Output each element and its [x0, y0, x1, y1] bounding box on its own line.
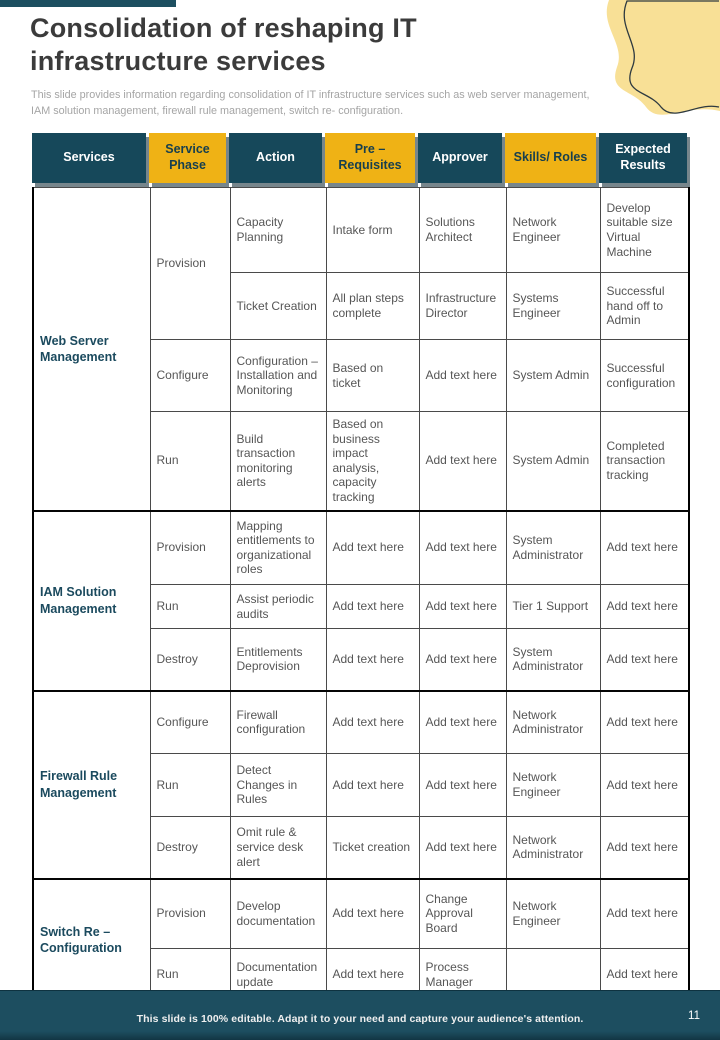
- cell-skills: Tier 1 Support: [505, 584, 601, 629]
- cell-approver: Add text here: [418, 584, 507, 629]
- cell-results: Develop suitable size Virtual Machine: [599, 187, 690, 273]
- cell-skills: Network Engineer: [505, 753, 601, 817]
- cell-phase: Configure: [149, 339, 231, 412]
- cell-approver: Add text here: [418, 339, 507, 412]
- cell-service-name: Switch Re – Configuration: [32, 877, 151, 1001]
- cell-phase: Run: [149, 753, 231, 817]
- cell-prereq: Ticket creation: [325, 816, 420, 879]
- cell-phase: Provision: [149, 187, 231, 340]
- cell-phase: Run: [149, 584, 231, 629]
- cell-action: Capacity Planning: [229, 187, 327, 273]
- table-row: Run Assist periodic audits Add text here…: [33, 584, 690, 629]
- cell-skills: System Administrator: [505, 628, 601, 691]
- table-header-pre-requisites: Pre – Requisites: [325, 133, 415, 183]
- table-header-action: Action: [229, 133, 322, 183]
- cell-skills: Network Engineer: [505, 877, 601, 949]
- cell-skills: Network Administrator: [505, 689, 601, 754]
- table-row: Web Server Management Provision Capacity…: [32, 187, 690, 511]
- cell-approver: Add text here: [418, 628, 507, 691]
- page-title: Consolidation of reshaping IT infrastruc…: [30, 13, 417, 77]
- cell-results: Add text here: [599, 628, 690, 691]
- cell-results: Successful configuration: [599, 339, 690, 412]
- table-header-service-phase: Service Phase: [149, 133, 226, 183]
- cell-results: Add text here: [599, 509, 690, 585]
- cell-prereq: Add text here: [325, 877, 420, 949]
- cell-skills: System Admin: [505, 339, 601, 412]
- cell-approver: Add text here: [418, 411, 507, 511]
- footer-bar: This slide is 100% editable. Adapt it to…: [0, 990, 720, 1040]
- corner-blob-decoration: [606, 0, 720, 115]
- page-subtitle: This slide provides information regardin…: [31, 89, 590, 117]
- cell-prereq: Based on business impact analysis, capac…: [325, 411, 420, 511]
- table-row: Switch Re – Configuration Provision Deve…: [32, 877, 690, 1001]
- cell-prereq: Intake form: [325, 187, 420, 273]
- cell-action: Firewall configuration: [229, 689, 327, 754]
- table-row: Run Build transaction monitoring alerts …: [33, 411, 690, 511]
- cell-approver: Change Approval Board: [418, 877, 507, 949]
- cell-action: Entitlements Deprovision: [229, 628, 327, 691]
- cell-action: Build transaction monitoring alerts: [229, 411, 327, 511]
- cell-action: Ticket Creation: [229, 272, 327, 340]
- table-row: Destroy Entitlements Deprovision Add tex…: [33, 628, 690, 691]
- cell-approver: Add text here: [418, 509, 507, 585]
- cell-results: Add text here: [599, 816, 690, 879]
- cell-action: Assist periodic audits: [229, 584, 327, 629]
- cell-prereq: All plan steps complete: [325, 272, 420, 340]
- cell-prereq: Add text here: [325, 689, 420, 754]
- cell-results: Add text here: [599, 877, 690, 949]
- cell-approver: Add text here: [418, 689, 507, 754]
- cell-approver: Solutions Architect: [418, 187, 507, 273]
- cell-prereq: Add text here: [325, 509, 420, 585]
- cell-prereq: Add text here: [325, 753, 420, 817]
- table-header-row: Services Service Phase Action Pre – Requ…: [32, 133, 688, 183]
- cell-skills: System Admin: [505, 411, 601, 511]
- cell-action: Omit rule & service desk alert: [229, 816, 327, 879]
- cell-skills: Network Administrator: [505, 816, 601, 879]
- page-number: 11: [688, 1009, 700, 1022]
- cell-service-name: IAM Solution Management: [32, 509, 151, 691]
- cell-skills: System Administrator: [505, 509, 601, 585]
- cell-prereq: Based on ticket: [325, 339, 420, 412]
- table-header-skills-roles: Skills/ Roles: [505, 133, 596, 183]
- table-row: Run Detect Changes in Rules Add text her…: [33, 753, 690, 817]
- cell-action: Mapping entitlements to organizational r…: [229, 509, 327, 585]
- services-table: Web Server Management Provision Capacity…: [32, 187, 690, 1001]
- cell-action: Detect Changes in Rules: [229, 753, 327, 817]
- cell-service-name: Firewall Rule Management: [32, 689, 151, 879]
- top-accent-bar: [0, 0, 176, 7]
- cell-prereq: Add text here: [325, 628, 420, 691]
- cell-action: Develop documentation: [229, 877, 327, 949]
- cell-skills: Systems Engineer: [505, 272, 601, 340]
- table-header-approver: Approver: [418, 133, 502, 183]
- cell-phase: Destroy: [149, 628, 231, 691]
- table-row: Firewall Rule Management Configure Firew…: [32, 689, 690, 879]
- cell-skills: Network Engineer: [505, 187, 601, 273]
- table-header-services: Services: [32, 133, 146, 183]
- cell-approver: Add text here: [418, 816, 507, 879]
- cell-service-name: Web Server Management: [32, 187, 151, 511]
- cell-phase: Run: [149, 411, 231, 511]
- footer-note: This slide is 100% editable. Adapt it to…: [136, 1012, 584, 1025]
- cell-approver: Infrastructure Director: [418, 272, 507, 340]
- cell-action: Configuration – Installation and Monitor…: [229, 339, 327, 412]
- cell-prereq: Add text here: [325, 584, 420, 629]
- cell-phase: Destroy: [149, 816, 231, 879]
- cell-phase: Provision: [149, 877, 231, 949]
- cell-phase: Provision: [149, 509, 231, 585]
- table-row: Configure Configuration – Installation a…: [33, 339, 690, 412]
- cell-results: Add text here: [599, 689, 690, 754]
- cell-results: Add text here: [599, 753, 690, 817]
- table-header-expected-results: Expected Results: [599, 133, 687, 183]
- cell-results: Completed transaction tracking: [599, 411, 690, 511]
- cell-results: Successful hand off to Admin: [599, 272, 690, 340]
- cell-results: Add text here: [599, 584, 690, 629]
- table-row: Destroy Omit rule & service desk alert T…: [33, 816, 690, 879]
- table-row: Ticket Creation All plan steps complete …: [33, 272, 690, 340]
- table-row: IAM Solution Management Provision Mappin…: [32, 509, 690, 691]
- cell-phase: Configure: [149, 689, 231, 754]
- cell-approver: Add text here: [418, 753, 507, 817]
